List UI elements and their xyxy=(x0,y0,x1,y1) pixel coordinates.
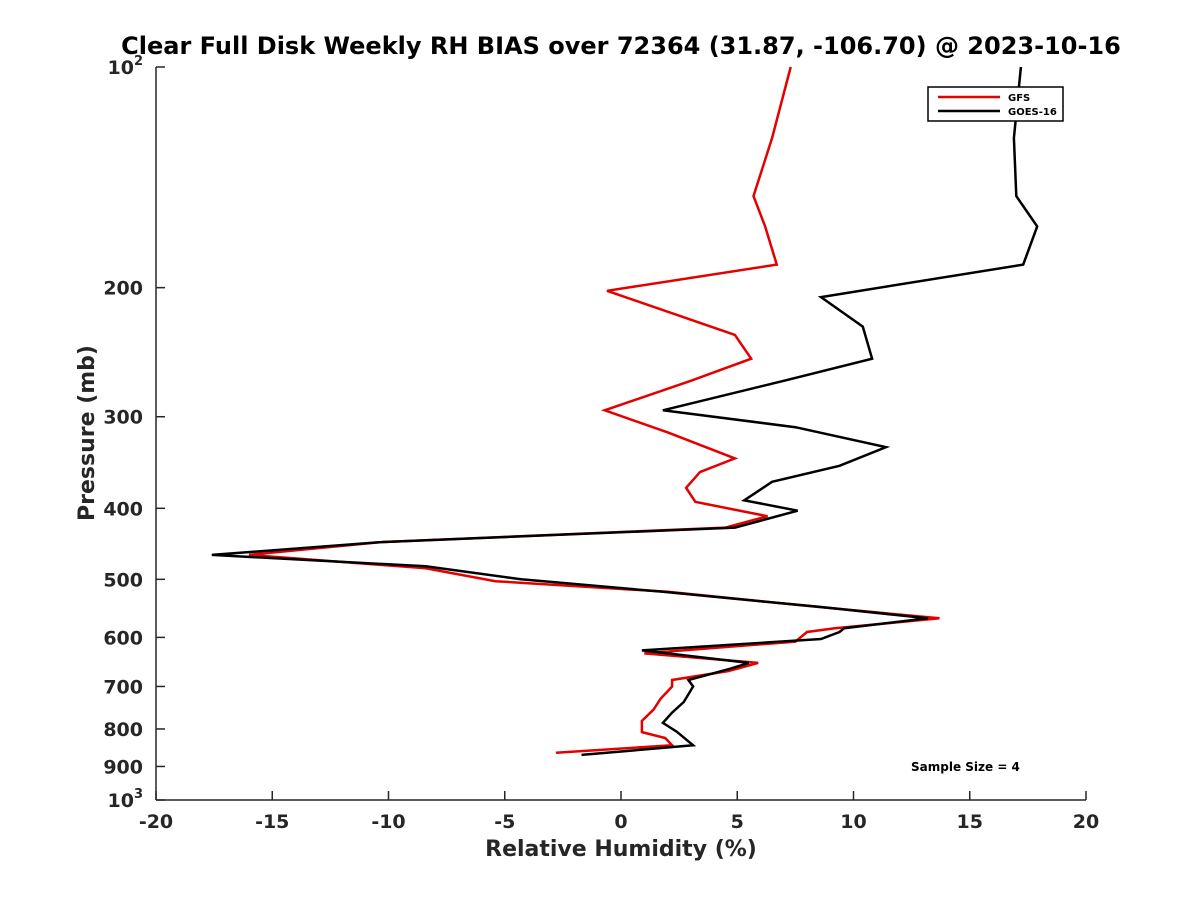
series-layer xyxy=(211,66,1039,757)
y-tick-label: 800 xyxy=(103,719,143,741)
y-tick-label: 700 xyxy=(103,676,143,698)
y-tick-label: 400 xyxy=(103,498,143,520)
x-tick-label: -5 xyxy=(494,811,515,833)
legend-box xyxy=(927,86,1064,122)
x-axis-label: Relative Humidity (%) xyxy=(485,837,757,862)
chart-title: Clear Full Disk Weekly RH BIAS over 7236… xyxy=(121,32,1121,60)
series-line-gfs xyxy=(248,66,940,754)
y-tick-label: 200 xyxy=(103,278,143,300)
y-tick-base: 10 xyxy=(108,57,134,79)
x-ticks: -20 -15 -10 -5 0 5 10 15 20 xyxy=(139,791,1099,833)
x-tick-label: 5 xyxy=(731,811,744,833)
x-tick-label: 0 xyxy=(614,811,627,833)
x-tick-label: -20 xyxy=(139,811,173,833)
y-tick-base: 10 xyxy=(108,790,134,812)
y-tick-label: 900 xyxy=(103,756,143,778)
y-tick-label: 300 xyxy=(103,407,143,429)
x-tick-label: 20 xyxy=(1073,811,1099,833)
x-tick-label: 10 xyxy=(840,811,866,833)
x-tick-label: 15 xyxy=(957,811,983,833)
x-tick-label: -15 xyxy=(255,811,289,833)
y-axis-label: Pressure (mb) xyxy=(75,345,100,521)
y-tick-exponent: 2 xyxy=(134,54,143,69)
y-tick-label: 500 xyxy=(103,569,143,591)
y-tick-label: 102 xyxy=(108,54,144,79)
x-tick-label: -10 xyxy=(371,811,405,833)
sample-size-annotation: Sample Size = 4 xyxy=(911,760,1020,774)
series-line-goes-16 xyxy=(211,66,1039,757)
legend-label-goes-16: GOES-16 xyxy=(1008,107,1057,118)
y-tick-exponent: 3 xyxy=(134,787,143,802)
legend: GFS GOES-16 xyxy=(927,86,1064,122)
y-tick-label: 600 xyxy=(103,627,143,649)
y-tick-label: 103 xyxy=(108,787,144,812)
legend-label-gfs: GFS xyxy=(1008,93,1030,104)
